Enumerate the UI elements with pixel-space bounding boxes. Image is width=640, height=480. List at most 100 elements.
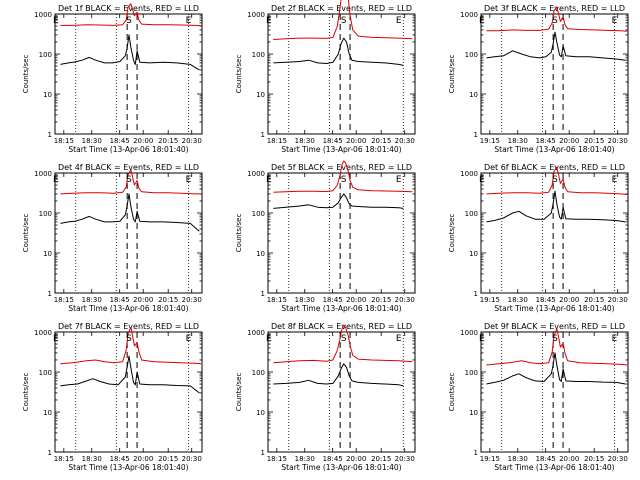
series-events-line bbox=[60, 193, 200, 232]
y-tick-label: 1000 bbox=[460, 11, 478, 19]
x-axis-label: Start Time (13-Apr-06 18:01:40) bbox=[494, 145, 614, 154]
interval-marker-e: E bbox=[479, 175, 485, 185]
series-events-line bbox=[60, 34, 200, 71]
panel-title: Det 1f BLACK = Events, RED = LLD bbox=[58, 4, 199, 13]
y-axis-label: Counts/sec bbox=[448, 373, 456, 412]
panel-title: Det 4f BLACK = Events, RED = LLD bbox=[58, 163, 199, 172]
x-tick-label: 20:30 bbox=[395, 455, 415, 463]
series-lld-line bbox=[60, 169, 202, 195]
x-axis-label: Start Time (13-Apr-06 18:01:40) bbox=[68, 304, 188, 313]
series-events-line bbox=[486, 31, 626, 61]
interval-marker-e: E bbox=[53, 16, 59, 26]
plot-frame bbox=[267, 13, 416, 135]
series-events-line bbox=[486, 352, 626, 385]
x-tick-label: 20:00 bbox=[133, 296, 153, 304]
y-tick-label: 100 bbox=[465, 369, 478, 377]
panel-det-1f: Det 1f BLACK = Events, RED = LLD 1 10 100 10… bbox=[22, 3, 203, 154]
y-axis-label: Counts/sec bbox=[22, 214, 30, 253]
x-tick-label: 18:45 bbox=[110, 137, 130, 145]
y-tick-label: 10 bbox=[43, 409, 52, 417]
y-tick-label: 10 bbox=[256, 91, 265, 99]
x-tick-label: 18:30 bbox=[508, 455, 528, 463]
interval-marker-s: S bbox=[126, 175, 132, 185]
x-tick-label: 20:00 bbox=[346, 137, 366, 145]
y-tick-label: 1 bbox=[474, 290, 478, 298]
interval-marker-e: E bbox=[53, 175, 59, 185]
y-tick-label: 1 bbox=[261, 131, 265, 139]
panel-det-6f: Det 6f BLACK = Events, RED = LLD 1 10 100 10… bbox=[448, 163, 629, 313]
interval-marker-e: E bbox=[612, 334, 618, 344]
x-tick-label: 18:30 bbox=[295, 455, 315, 463]
x-tick-label: 20:00 bbox=[133, 137, 153, 145]
x-tick-label: 18:45 bbox=[536, 137, 556, 145]
x-tick-label: 18:45 bbox=[323, 455, 343, 463]
interval-marker-s: S bbox=[126, 16, 132, 26]
interval-marker-e: E bbox=[186, 175, 192, 185]
x-tick-label: 18:15 bbox=[54, 137, 74, 145]
y-tick-label: 1000 bbox=[34, 170, 52, 178]
interval-marker-e: E bbox=[266, 16, 272, 26]
interval-marker-e: E bbox=[396, 16, 402, 26]
x-tick-label: 18:45 bbox=[110, 296, 130, 304]
x-tick-label: 20:15 bbox=[371, 455, 391, 463]
x-tick-label: 20:30 bbox=[182, 455, 202, 463]
x-axis-label: Start Time (13-Apr-06 18:01:40) bbox=[494, 304, 614, 313]
y-axis-label: Counts/sec bbox=[22, 55, 30, 94]
interval-marker-s: S bbox=[552, 334, 558, 344]
x-tick-label: 18:15 bbox=[267, 455, 287, 463]
interval-marker-e: E bbox=[53, 334, 59, 344]
y-tick-label: 100 bbox=[39, 51, 52, 59]
interval-marker-s: S bbox=[341, 16, 347, 26]
interval-marker-e: E bbox=[266, 175, 272, 185]
y-tick-label: 100 bbox=[252, 51, 265, 59]
panel-title: Det 6f BLACK = Events, RED = LLD bbox=[484, 163, 625, 172]
y-axis-label: Counts/sec bbox=[235, 214, 243, 253]
series-events-line bbox=[486, 190, 626, 223]
y-tick-label: 1 bbox=[48, 449, 52, 457]
y-axis-label: Counts/sec bbox=[448, 214, 456, 253]
series-events-line bbox=[273, 363, 404, 387]
x-tick-label: 20:30 bbox=[608, 455, 628, 463]
x-tick-label: 20:00 bbox=[346, 455, 366, 463]
x-tick-label: 18:30 bbox=[295, 137, 315, 145]
y-tick-label: 100 bbox=[252, 210, 265, 218]
y-tick-label: 1000 bbox=[247, 170, 265, 178]
y-axis-label: Counts/sec bbox=[235, 373, 243, 412]
y-tick-label: 1000 bbox=[34, 11, 52, 19]
plot-frame bbox=[54, 331, 203, 453]
y-tick-label: 1000 bbox=[247, 329, 265, 337]
interval-marker-s: S bbox=[341, 175, 347, 185]
x-tick-label: 20:15 bbox=[158, 296, 178, 304]
y-tick-label: 100 bbox=[465, 210, 478, 218]
panel-title: Det 9f BLACK = Events, RED = LLD bbox=[484, 322, 625, 331]
interval-marker-e: E bbox=[266, 334, 272, 344]
panel-det-2f: Det 2f BLACK = Events, RED = LLD 1 10 100 10… bbox=[235, 0, 416, 154]
panel-det-3f: Det 3f BLACK = Events, RED = LLD 1 10 100 10… bbox=[448, 4, 629, 154]
interval-marker-e: E bbox=[186, 334, 192, 344]
y-tick-label: 1000 bbox=[247, 11, 265, 19]
y-tick-label: 100 bbox=[39, 210, 52, 218]
panel-title: Det 7f BLACK = Events, RED = LLD bbox=[58, 322, 199, 331]
plot-frame bbox=[267, 172, 416, 294]
x-tick-label: 19:15 bbox=[480, 137, 500, 145]
panel-title: Det 8f BLACK = Events, RED = LLD bbox=[271, 322, 412, 331]
x-tick-label: 18:30 bbox=[295, 296, 315, 304]
y-tick-label: 10 bbox=[43, 250, 52, 258]
x-tick-label: 18:45 bbox=[110, 455, 130, 463]
x-tick-label: 18:15 bbox=[267, 137, 287, 145]
plot-frame bbox=[480, 172, 629, 294]
x-tick-label: 18:30 bbox=[82, 296, 102, 304]
panel-det-4f: Det 4f BLACK = Events, RED = LLD 1 10 100 10… bbox=[22, 163, 203, 313]
y-tick-label: 10 bbox=[469, 91, 478, 99]
x-tick-label: 20:00 bbox=[559, 137, 579, 145]
interval-marker-e: E bbox=[396, 175, 402, 185]
x-tick-label: 19:15 bbox=[480, 296, 500, 304]
x-tick-label: 18:30 bbox=[82, 137, 102, 145]
series-events-line bbox=[273, 193, 404, 209]
panel-det-8f: Det 8f BLACK = Events, RED = LLD 1 10 100 10… bbox=[235, 322, 416, 472]
interval-marker-e: E bbox=[479, 334, 485, 344]
x-tick-label: 20:15 bbox=[158, 455, 178, 463]
y-tick-label: 10 bbox=[256, 409, 265, 417]
interval-marker-s: S bbox=[552, 175, 558, 185]
